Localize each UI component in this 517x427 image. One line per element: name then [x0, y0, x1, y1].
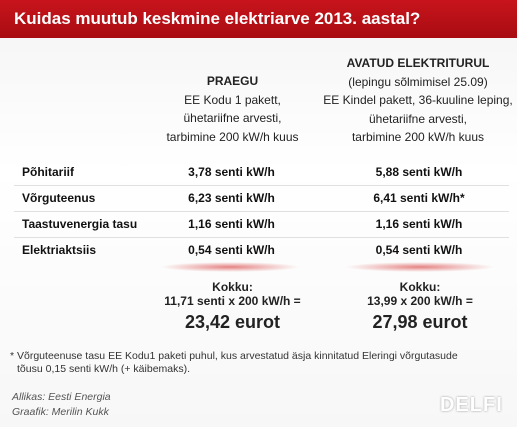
- title: Kuidas muutub keskmine elektriarve 2013.…: [14, 9, 421, 28]
- footnote-line: * Võrguteenuse tasu EE Kodu1 paketi puhu…: [10, 350, 458, 362]
- total-label: Kokku:: [399, 280, 441, 294]
- total: Kokku: 11,71 senti x 200 kW/h = 23,42 eu…: [150, 280, 315, 333]
- column-line: tarbimine 200 kW/h kuus: [351, 130, 485, 144]
- table-row: Taastuvenergia tasu 1,16 senti kW/h 1,16…: [14, 211, 509, 238]
- cell: 0,54 senti kW/h: [375, 243, 463, 257]
- cell: 0,54 senti kW/h: [188, 243, 275, 257]
- footnote: * Võrguteenuse tasu EE Kodu1 paketi puhu…: [10, 350, 458, 376]
- total-amount: 23,42 eurot: [184, 312, 281, 332]
- column-title: PRAEGU: [206, 74, 259, 88]
- footnote-line: tõusu 0,15 senti kW/h (+ käibemaks).: [17, 363, 191, 375]
- total-label: Kokku:: [212, 280, 253, 294]
- source: Allikas: Eesti Energia: [12, 391, 111, 403]
- cell: 1,16 senti kW/h: [375, 217, 463, 231]
- column-line: tarbimine 200 kW/h kuus: [166, 129, 299, 144]
- column-header: PRAEGU EE Kodu 1 pakett, ühetariifne arv…: [155, 72, 310, 146]
- row-label: Taastuvenergia tasu: [22, 217, 138, 231]
- author: Graafik: Merilin Kukk: [12, 406, 109, 418]
- row-label: Põhitariif: [22, 165, 75, 179]
- table-row: Elektriaktsiis 0,54 senti kW/h 0,54 sent…: [14, 237, 509, 263]
- table-row: Võrguteenus 6,23 senti kW/h 6,41 senti k…: [14, 185, 509, 212]
- cell: 5,88 senti kW/h: [375, 165, 463, 179]
- column-line: ühetariifne arvesti,: [368, 111, 468, 126]
- total-formula: 11,71 senti x 200 kW/h =: [164, 294, 301, 308]
- total-formula: 13,99 x 200 kW/h =: [367, 294, 473, 308]
- table-row: Põhitariif 3,78 senti kW/h 5,88 senti kW…: [14, 159, 509, 186]
- decor-glow: [160, 262, 300, 272]
- column-line: (lepingu sõlmimisel 25.09): [348, 74, 488, 89]
- total: Kokku: 13,99 x 200 kW/h = 27,98 eurot: [345, 280, 495, 333]
- cell: 6,23 senti kW/h: [188, 191, 275, 205]
- logo: DELFI: [440, 394, 503, 416]
- cell: 1,16 senti kW/h: [188, 217, 275, 231]
- cell: 6,41 senti kW/h*: [373, 191, 465, 205]
- row-label: Elektriaktsiis: [22, 243, 97, 257]
- total-amount: 27,98 eurot: [372, 312, 468, 332]
- column-line: EE Kindel pakett, 36-kuuline leping,: [323, 93, 513, 107]
- decor-glow: [345, 262, 495, 272]
- cell: 3,78 senti kW/h: [188, 165, 275, 179]
- column-line: ühetariifne arvesti,: [183, 111, 282, 125]
- column-header: AVATUD ELEKTRITURUL (lepingu sõlmimisel …: [318, 54, 517, 147]
- header-bar: Kuidas muutub keskmine elektriarve 2013.…: [0, 0, 517, 38]
- column-line: EE Kodu 1 pakett,: [184, 92, 281, 107]
- column-title: AVATUD ELEKTRITURUL: [346, 56, 490, 70]
- row-label: Võrguteenus: [22, 191, 96, 205]
